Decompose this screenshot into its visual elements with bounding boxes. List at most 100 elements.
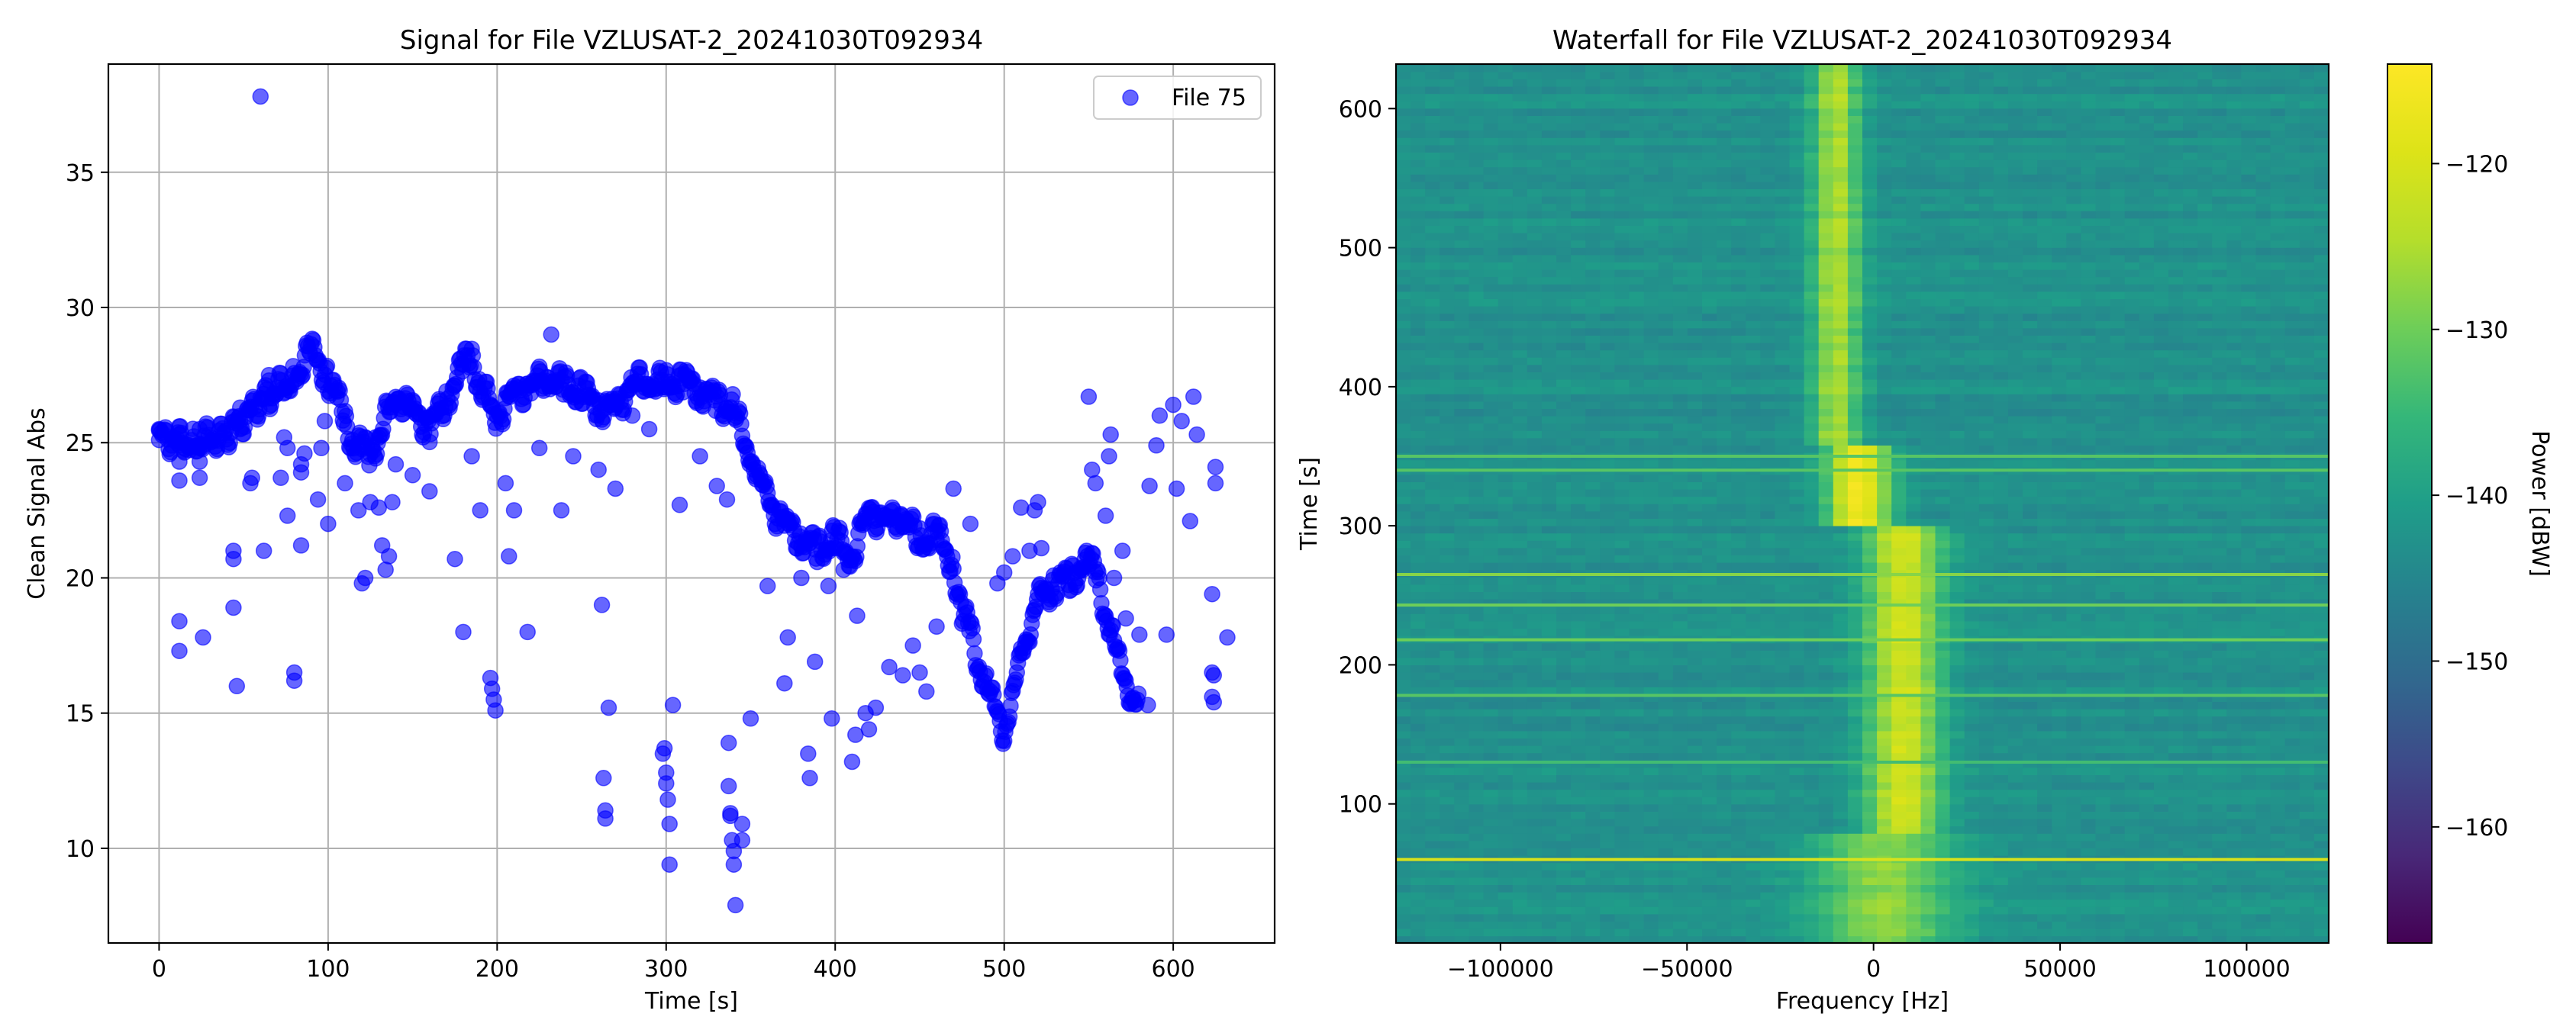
heatmap-cell (2183, 870, 2198, 877)
heatmap-cell (2285, 621, 2300, 629)
heatmap-cell (2285, 511, 2300, 519)
heatmap-cell (1600, 665, 1615, 672)
data-point (642, 422, 657, 437)
heatmap-cell (2271, 679, 2286, 687)
heatmap-cell (1965, 906, 1980, 914)
heatmap-cell (1760, 899, 1775, 906)
heatmap-cell (2096, 701, 2111, 709)
heatmap-cell (1804, 723, 1820, 731)
heatmap-cell (1484, 606, 1499, 613)
heatmap-cell (1644, 577, 1659, 584)
heatmap-cell (1804, 642, 1820, 650)
heatmap-cell (1644, 928, 1659, 936)
heatmap-cell (1630, 679, 1645, 687)
heatmap-cell (1571, 848, 1586, 855)
heatmap-cell (2183, 819, 2198, 826)
heatmap-cell (1484, 752, 1499, 760)
x-tick-label: 500 (982, 956, 1026, 983)
heatmap-cell (2125, 606, 2140, 613)
heatmap-cell (1513, 526, 1528, 533)
heatmap-cell (1936, 665, 1951, 672)
heatmap-cell (1585, 658, 1601, 665)
heatmap-cell (1920, 591, 1936, 599)
heatmap-cell (1891, 796, 1907, 804)
data-point (280, 440, 295, 455)
heatmap-cell (1833, 914, 1849, 922)
heatmap-cell (1425, 548, 1440, 555)
heatmap-cell (1790, 665, 1805, 672)
heatmap-cell (2212, 526, 2227, 533)
heatmap-cell (1760, 665, 1775, 672)
heatmap-cell (1717, 745, 1732, 753)
heatmap-cell (1527, 701, 1543, 709)
heatmap-cell (1790, 628, 1805, 636)
heatmap-cell (1469, 782, 1485, 790)
heatmap-cell (1906, 665, 1921, 672)
heatmap-cell (1746, 642, 1761, 650)
heatmap-cell (1746, 716, 1761, 723)
heatmap-cell (2197, 921, 2213, 928)
heatmap-cell (2096, 562, 2111, 570)
heatmap-cell (1527, 606, 1543, 613)
heatmap-cell (2212, 606, 2227, 613)
heatmap-cell (1513, 716, 1528, 723)
heatmap-cell (1688, 906, 1703, 914)
heatmap-cell (2197, 672, 2213, 680)
heatmap-cell (1819, 540, 1834, 548)
heatmap-cell (1425, 555, 1440, 562)
heatmap-cell (2008, 884, 2023, 892)
heatmap-cell (2212, 665, 2227, 672)
heatmap-cell (2285, 870, 2300, 877)
heatmap-cell (2023, 606, 2038, 613)
heatmap-cell (2139, 584, 2155, 592)
heatmap-cell (1717, 841, 1732, 848)
heatmap-cell (1527, 870, 1543, 877)
heatmap-cell (1717, 862, 1732, 870)
heatmap-cell (1556, 745, 1572, 753)
data-point (318, 414, 333, 429)
heatmap-cell (1513, 892, 1528, 899)
heatmap-cell (1644, 906, 1659, 914)
heatmap-cell (2008, 642, 2023, 650)
heatmap-cell (1556, 591, 1572, 599)
heatmap-cell (1906, 650, 1921, 658)
heatmap-cell (1614, 679, 1630, 687)
heatmap-cell (1585, 511, 1601, 519)
heatmap-cell (2037, 723, 2052, 731)
heatmap-cell (2285, 665, 2300, 672)
heatmap-cell (2066, 899, 2081, 906)
heatmap-cell (1717, 884, 1732, 892)
heatmap-cell (1513, 804, 1528, 812)
heatmap-cell (1585, 768, 1601, 775)
heatmap-cell (1877, 716, 1892, 723)
data-point (1118, 611, 1133, 626)
heatmap-cell (2212, 789, 2227, 796)
heatmap-cell (1994, 613, 2009, 621)
heatmap-cell (2037, 884, 2052, 892)
heatmap-cell (1833, 804, 1849, 812)
heatmap-cell (1571, 921, 1586, 928)
heatmap-cell (1920, 738, 1936, 745)
data-point (488, 703, 503, 718)
heatmap-cell (1994, 899, 2009, 906)
heatmap-cell (1877, 752, 1892, 760)
heatmap-cell (1979, 774, 1994, 782)
heatmap-cell (1630, 606, 1645, 613)
heatmap-cell (1585, 701, 1601, 709)
heatmap-cell (1746, 606, 1761, 613)
heatmap-cell (1644, 768, 1659, 775)
heatmap-cell (2052, 584, 2067, 592)
heatmap-cell (1936, 892, 1951, 899)
heatmap-cell (2212, 833, 2227, 841)
heatmap-cell (1950, 606, 1965, 613)
heatmap-cell (1498, 745, 1514, 753)
heatmap-cell (2066, 650, 2081, 658)
heatmap-cell (1731, 899, 1746, 906)
heatmap-cell (2241, 665, 2256, 672)
heatmap-cell (1848, 862, 1863, 870)
heatmap-cell (1760, 738, 1775, 745)
heatmap-cell (1644, 701, 1659, 709)
heatmap-cell (1965, 642, 1980, 650)
heatmap-cell (2212, 819, 2227, 826)
heatmap-cell (1542, 621, 1557, 629)
